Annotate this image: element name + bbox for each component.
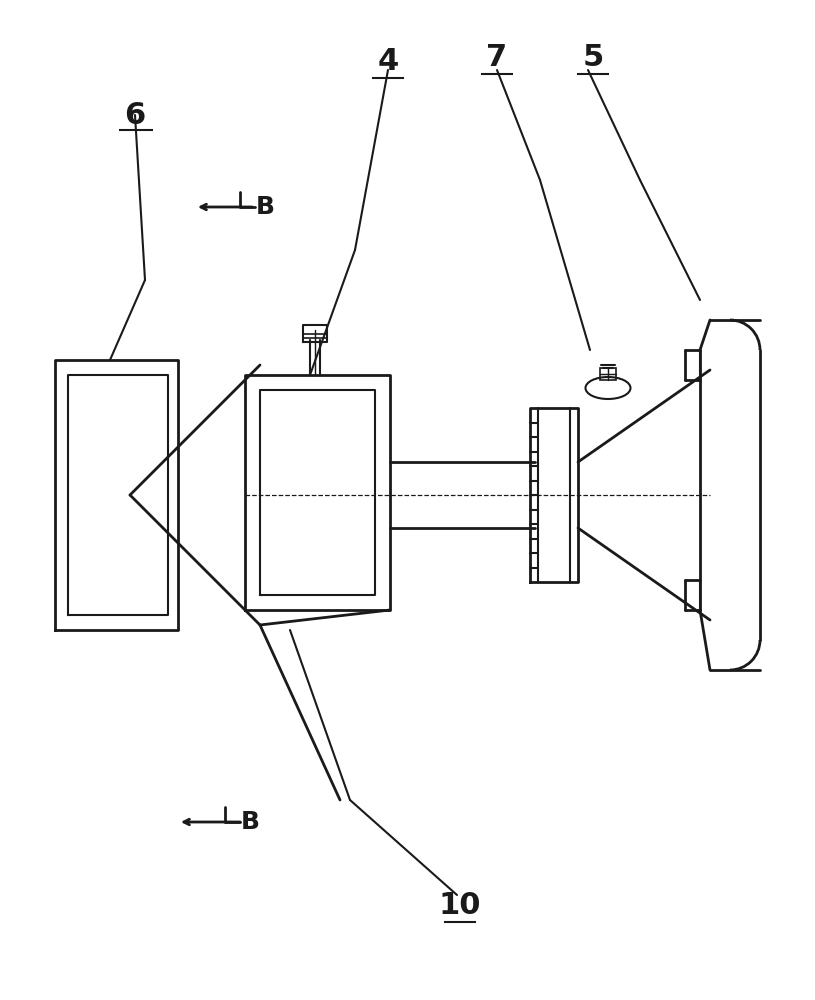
Text: B: B xyxy=(255,195,275,219)
Text: 6: 6 xyxy=(125,101,146,129)
Text: 5: 5 xyxy=(583,43,604,73)
Text: 4: 4 xyxy=(377,47,399,77)
Bar xyxy=(600,368,616,380)
Text: B: B xyxy=(240,810,259,834)
Text: 10: 10 xyxy=(438,890,481,920)
Text: 7: 7 xyxy=(487,43,508,73)
